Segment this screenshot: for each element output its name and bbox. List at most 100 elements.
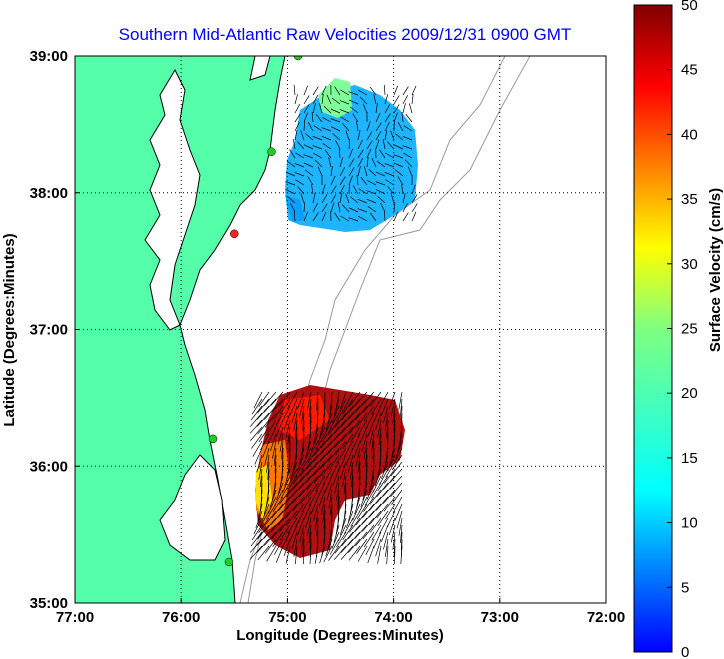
velocity-vector: [273, 412, 284, 429]
velocity-vector: [254, 447, 263, 465]
velocity-vector: [383, 475, 396, 490]
station-marker: [230, 229, 239, 239]
velocity-vector: [339, 167, 346, 177]
velocity-vector: [400, 398, 403, 417]
velocity-vector: [375, 181, 386, 186]
velocity-vector: [349, 391, 361, 407]
velocity-vector: [270, 391, 284, 406]
velocity-vector: [393, 144, 404, 150]
velocity-vector: [336, 531, 347, 548]
velocity-vector: [340, 538, 354, 553]
velocity-vector: [259, 510, 270, 527]
velocity-vector: [321, 412, 326, 431]
velocity-vector: [362, 503, 375, 519]
velocity-vector: [384, 210, 386, 222]
northern-field-vectors: [285, 84, 418, 222]
velocity-vector: [375, 489, 389, 504]
velocity-vector: [345, 130, 350, 141]
velocity-vector: [274, 454, 277, 473]
velocity-vector: [357, 130, 361, 141]
velocity-vector: [368, 168, 377, 177]
velocity-vector: [371, 524, 382, 541]
velocity-vector: [393, 538, 396, 557]
velocity-vector: [367, 205, 377, 213]
velocity-vector: [356, 489, 361, 508]
velocity-vector: [284, 468, 291, 487]
velocity-vector: [294, 121, 300, 132]
velocity-vector: [348, 207, 359, 213]
velocity-vector: [411, 194, 418, 204]
velocity-vector: [313, 125, 323, 132]
velocity-vector: [261, 503, 270, 521]
velocity-vector: [322, 143, 332, 150]
velocity-vector: [299, 489, 312, 505]
velocity-vector: [303, 211, 309, 222]
velocity-vector: [340, 545, 354, 560]
velocity-vector: [279, 489, 291, 505]
velocity-vector: [357, 139, 363, 150]
velocity-vector: [366, 131, 373, 141]
velocity-vector: [289, 398, 298, 416]
velocity-vector: [402, 193, 406, 204]
velocity-vector: [333, 524, 340, 543]
velocity-vector: [297, 517, 305, 535]
colorbar-gradient: [633, 4, 673, 653]
velocity-vector: [367, 419, 375, 437]
velocity-vector: [347, 454, 354, 473]
velocity-vector: [320, 454, 333, 470]
velocity-vector: [256, 412, 270, 427]
velocity-vector: [250, 426, 263, 442]
velocity-vector: [383, 85, 386, 96]
velocity-vector: [257, 503, 263, 522]
velocity-vector: [380, 398, 389, 416]
velocity-vector: [281, 531, 291, 549]
velocity-vector: [292, 496, 305, 512]
velocity-vector: [321, 127, 332, 132]
velocity-vector: [321, 194, 328, 204]
velocity-vector: [266, 419, 277, 436]
velocity-vector: [320, 496, 326, 515]
velocity-vector: [376, 461, 382, 480]
velocity-vector: [334, 412, 347, 428]
velocity-vector: [256, 405, 270, 420]
velocity-vector: [319, 545, 326, 564]
station-marker: [208, 434, 218, 444]
colorbar-tick-label: 50: [681, 0, 698, 14]
velocity-vector: [342, 433, 354, 449]
velocity-vector: [312, 212, 319, 222]
velocity-vector: [284, 489, 298, 504]
velocity-vector: [303, 503, 312, 521]
x-tick-label: 72:00: [587, 609, 625, 626]
velocity-vector: [356, 503, 368, 520]
velocity-vector: [362, 482, 368, 501]
velocity-vector: [321, 135, 332, 141]
velocity-vector: [306, 475, 319, 491]
velocity-vector: [383, 531, 389, 550]
velocity-vector: [347, 538, 361, 553]
grid-lines: [75, 56, 606, 603]
velocity-vector: [364, 489, 375, 506]
velocity-vector: [383, 468, 396, 484]
velocity-vector: [285, 181, 296, 186]
velocity-vector: [278, 496, 291, 511]
x-tick-label: 76:00: [162, 609, 200, 626]
velocity-vector: [328, 157, 332, 168]
velocity-vector: [311, 433, 319, 451]
velocity-vector: [330, 194, 337, 204]
colorbar-tick-label: 10: [681, 515, 698, 532]
velocity-vector: [323, 545, 333, 563]
velocity-vector: [402, 103, 406, 114]
velocity-vector: [275, 419, 284, 437]
velocity-vector: [341, 405, 354, 421]
velocity-vector: [396, 510, 403, 529]
velocity-vector: [251, 524, 263, 541]
velocity-vector: [348, 419, 361, 435]
velocity-vector: [302, 412, 305, 431]
velocity-vector: [283, 412, 291, 431]
velocity-vector: [270, 517, 284, 532]
velocity-vector: [358, 215, 368, 222]
velocity-vector: [260, 433, 270, 451]
velocity-vector: [292, 475, 305, 491]
velocity-vector: [366, 180, 377, 186]
velocity-vector: [312, 503, 319, 522]
